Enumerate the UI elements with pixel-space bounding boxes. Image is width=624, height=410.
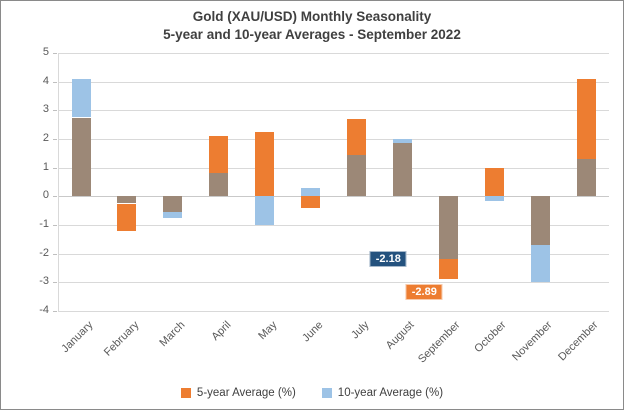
y-tick-label: 5 xyxy=(42,46,49,58)
y-axis-tick xyxy=(53,53,57,54)
bar-segment-overlap xyxy=(347,154,366,197)
bar-segment-5yr xyxy=(117,203,137,231)
bar-segment-overlap xyxy=(530,196,550,245)
chart-title-line2: 5-year and 10-year Averages - September … xyxy=(163,27,461,42)
bar-segment-10yr xyxy=(392,139,412,144)
legend-swatch-5yr-icon xyxy=(180,388,191,398)
legend-item-10yr: 10-year Average (%) xyxy=(321,387,444,399)
bar-segment-5yr xyxy=(438,258,458,280)
y-axis-tick xyxy=(53,225,57,226)
y-tick-label: 3 xyxy=(42,103,49,116)
bar-segment-10yr xyxy=(163,212,183,218)
y-tick-label: 1 xyxy=(42,160,49,173)
bar-segment-10yr xyxy=(484,196,504,201)
data-label: -2.89 xyxy=(405,284,443,301)
bar-segment-10yr xyxy=(301,187,320,197)
bar-segment-overlap xyxy=(209,173,229,197)
y-axis-tick xyxy=(53,139,57,140)
bar-segment-overlap xyxy=(438,196,458,259)
y-axis-line xyxy=(58,53,59,311)
gridline xyxy=(58,225,609,226)
gridline xyxy=(58,282,609,284)
y-tick-label: -1 xyxy=(39,218,49,230)
y-tick-label: 2 xyxy=(42,132,49,144)
y-tick-label: -2 xyxy=(39,246,49,259)
bar-segment-5yr xyxy=(347,118,366,155)
y-axis-tick xyxy=(53,253,57,255)
y-tick-label: 0 xyxy=(42,189,49,202)
bar-segment-overlap xyxy=(576,159,596,197)
gridline xyxy=(58,167,609,169)
bar-segment-5yr xyxy=(209,136,229,174)
bar-segment-overlap xyxy=(163,196,183,213)
gridline xyxy=(58,196,609,198)
bar-segment-10yr xyxy=(530,245,550,283)
y-tick-label: -3 xyxy=(39,275,49,288)
gridline xyxy=(58,253,609,255)
bar-segment-10yr xyxy=(71,78,91,118)
bar-segment-overlap xyxy=(392,143,412,197)
bar-segment-overlap xyxy=(117,196,137,204)
legend: 5-year Average (%) 10-year Average (%) xyxy=(1,387,623,399)
bar-segment-10yr xyxy=(255,196,275,225)
y-axis-tick xyxy=(53,167,57,169)
legend-item-5yr: 5-year Average (%) xyxy=(180,387,296,399)
legend-label-10yr: 10-year Average (%) xyxy=(337,387,444,399)
gridline xyxy=(58,81,609,83)
legend-swatch-10yr-icon xyxy=(321,388,332,398)
bar-segment-5yr xyxy=(576,78,596,160)
gridline xyxy=(58,53,609,54)
chart-title: Gold (XAU/USD) Monthly Seasonality 5-yea… xyxy=(1,8,623,44)
gridline xyxy=(58,139,609,140)
gridline xyxy=(58,110,609,112)
gridline xyxy=(58,311,609,312)
data-label: -2.18 xyxy=(369,250,407,267)
y-tick-label: 4 xyxy=(42,74,49,87)
chart-title-line1: Gold (XAU/USD) Monthly Seasonality xyxy=(192,9,432,24)
y-axis-tick xyxy=(53,311,57,312)
y-axis-tick xyxy=(53,196,57,198)
y-axis-tick xyxy=(53,81,57,83)
y-axis-tick xyxy=(53,282,57,284)
bar-segment-5yr xyxy=(484,167,504,197)
y-axis-tick xyxy=(53,110,57,112)
legend-label-5yr: 5-year Average (%) xyxy=(196,387,296,399)
y-tick-label: -4 xyxy=(39,304,49,316)
bar-segment-5yr xyxy=(301,196,320,208)
bar-segment-5yr xyxy=(255,131,275,197)
bar-segment-overlap xyxy=(71,117,91,197)
